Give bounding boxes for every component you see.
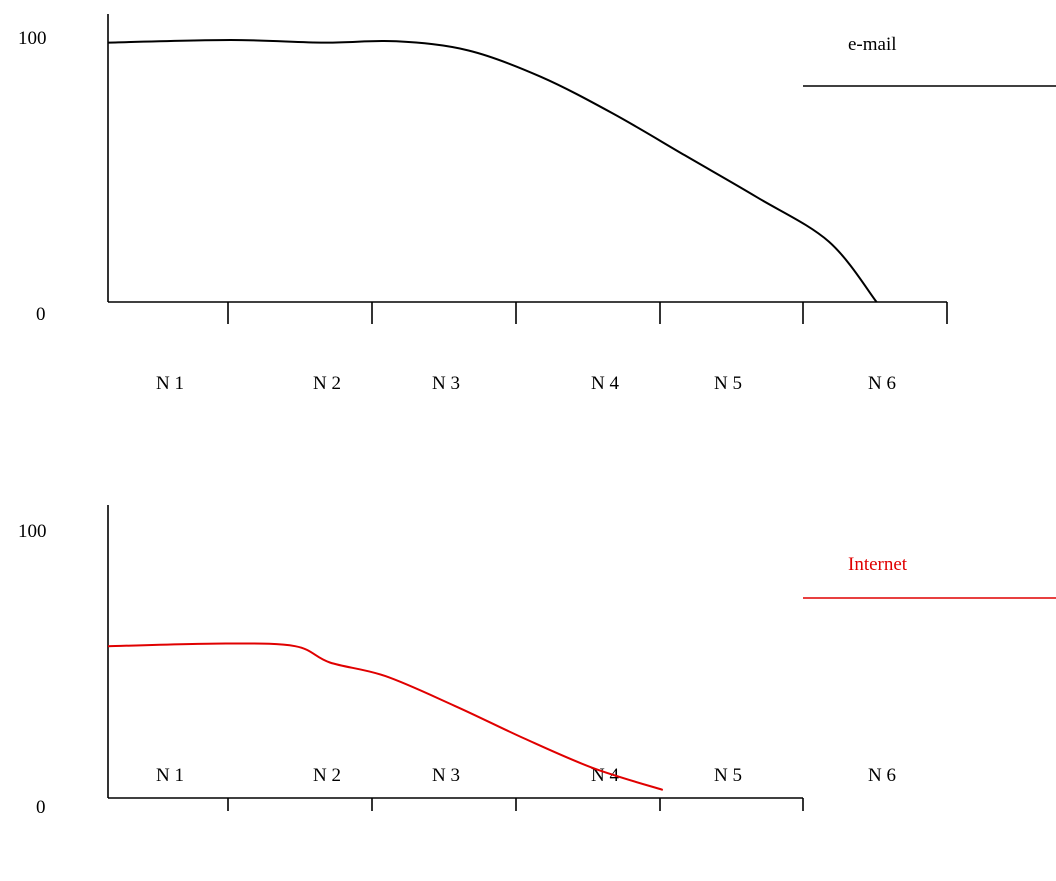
chart-svg: 100 0 N 1 N 2 N 3 N 4 N 5 N 6 e-mail (18, 14, 1056, 394)
x-tick-label: N 3 (432, 373, 460, 394)
y-tick-label-100: 100 (18, 521, 47, 542)
legend-label: e-mail (848, 34, 897, 55)
x-tick-label: N 2 (313, 373, 341, 394)
x-tick-label: N 5 (714, 765, 742, 786)
x-tick-label: N 6 (868, 373, 896, 394)
x-tick-label: N 1 (156, 765, 184, 786)
x-tick-label: N 3 (432, 765, 460, 786)
x-tick-label: N 6 (868, 765, 896, 786)
y-tick-label-100: 100 (18, 28, 47, 49)
legend-label: Internet (848, 554, 908, 575)
x-tick-label: N 4 (591, 373, 619, 394)
x-tick-label: N 5 (714, 373, 742, 394)
y-tick-label-0: 0 (36, 304, 46, 325)
x-tick-label: N 1 (156, 373, 184, 394)
x-tick-label: N 2 (313, 765, 341, 786)
series-line-internet (107, 642, 664, 791)
email-chart: 100 0 N 1 N 2 N 3 N 4 N 5 N 6 e-mail (0, 0, 1056, 438)
series-line-e-mail (107, 38, 878, 303)
y-tick-label-0: 0 (36, 797, 46, 818)
